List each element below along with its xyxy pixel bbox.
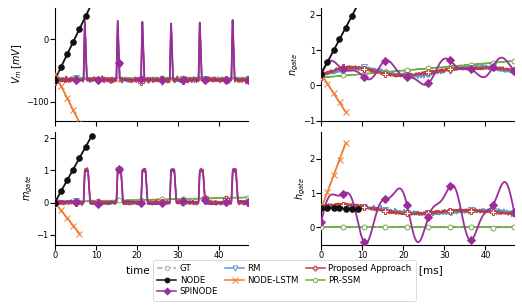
Y-axis label: $h_{gate}$: $h_{gate}$ xyxy=(294,177,309,200)
X-axis label: time [ms]: time [ms] xyxy=(126,265,176,275)
X-axis label: time [ms]: time [ms] xyxy=(393,265,443,275)
Legend: GT, NODE, SPINODE, RM, NODE-LSTM, Proposed Approach, PR-SSM: GT, NODE, SPINODE, RM, NODE-LSTM, Propos… xyxy=(153,260,416,300)
Y-axis label: $m_{gate}$: $m_{gate}$ xyxy=(22,175,35,201)
Y-axis label: $n_{gate}$: $n_{gate}$ xyxy=(289,53,301,76)
Y-axis label: $V_m\,[mV]$: $V_m\,[mV]$ xyxy=(10,44,25,84)
